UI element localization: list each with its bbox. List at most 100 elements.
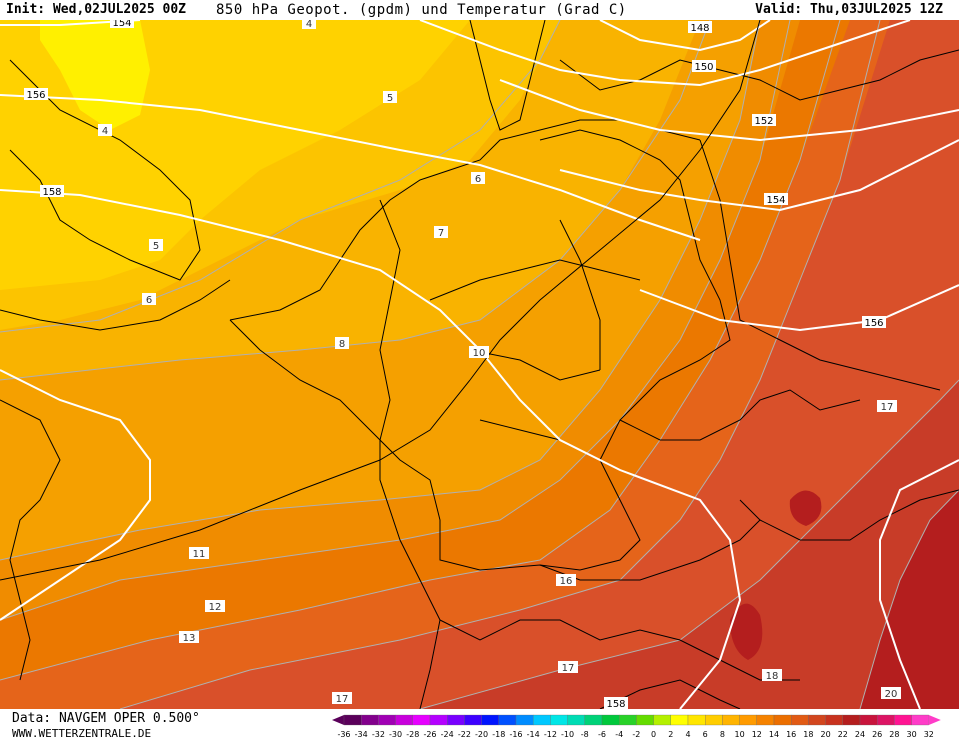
temp-label-text: 6	[475, 174, 481, 185]
temp-label: 20	[881, 687, 901, 700]
isohypse-156-east	[639, 284, 959, 332]
legend-tick-labels: -36 -34 -32 -30 -28 -26 -24 -22 -20 -18 -16 -14 -12-…	[337, 730, 933, 739]
geopot-label-text: 154	[766, 195, 785, 206]
geopot-label-text: 158	[606, 699, 625, 709]
legend-swatch	[498, 714, 517, 726]
temp-label-text: 8	[339, 339, 345, 350]
geopot-label-text: 156	[864, 318, 883, 329]
isotherm-line	[859, 489, 959, 709]
geopot-label: 158	[40, 185, 64, 198]
border-alps	[439, 619, 800, 681]
coastline-continent	[229, 119, 701, 321]
legend-tick-label: -8	[581, 730, 589, 739]
isotherm-line	[0, 20, 561, 333]
legend-tick-label: 28	[889, 730, 899, 739]
temp-label-text: 4	[306, 20, 312, 30]
legend-swatch	[533, 714, 551, 726]
isohypse-148	[599, 20, 771, 52]
temp-label: 17	[332, 692, 352, 705]
legend-swatch	[739, 714, 757, 726]
coastline-baltic	[559, 49, 959, 101]
isoline-10	[0, 20, 761, 581]
legend-swatch	[756, 714, 775, 726]
temp-label-text: 17	[336, 694, 349, 705]
geopot-label: 148	[688, 21, 712, 34]
legend-arrow-right	[928, 715, 941, 725]
legend-tick-label: 22	[838, 730, 848, 739]
legend-tick-label: -10	[561, 730, 574, 739]
temp-label: 6	[142, 293, 156, 306]
chart-title: 850 hPa Geopot. (gpdm) und Temperatur (G…	[216, 2, 627, 18]
legend-tick-label: -22	[458, 730, 471, 739]
isohypse-158-west	[0, 369, 151, 621]
legend-tick-label: 6	[703, 730, 708, 739]
temp-band-16	[860, 490, 959, 709]
legend-swatch	[395, 714, 413, 726]
legend-swatch	[481, 714, 499, 726]
border-czech	[619, 389, 861, 441]
legend-tick-label: -34	[355, 730, 368, 739]
isotherm-line	[119, 20, 881, 709]
legend-tick-label: 14	[769, 730, 779, 739]
temp-label: 7	[434, 226, 448, 239]
contour-labels: 154 156 158 148 150 152	[24, 20, 901, 709]
temp-label-text: 16	[560, 576, 573, 587]
legend-tick-label: -30	[389, 730, 402, 739]
temp-label: 4	[302, 20, 316, 30]
geopot-label-text: 154	[112, 20, 131, 29]
temp-label-text: 4	[102, 126, 108, 137]
isohypse-154-east	[559, 139, 959, 212]
coastline-britain	[9, 59, 201, 281]
legend-tick-label: 12	[752, 730, 762, 739]
coastline-france-west	[0, 399, 61, 681]
legend-swatch	[515, 714, 534, 726]
geopot-label-text: 148	[690, 23, 709, 34]
legend-swatch	[687, 714, 706, 726]
init-time-label: Init: Wed,02JUL2025 00Z	[6, 2, 187, 17]
legend-swatch	[808, 714, 826, 726]
temp-label: 4	[98, 124, 112, 137]
isohypse-150	[419, 20, 911, 87]
geopot-label: 154	[764, 193, 788, 206]
temp-label-text: 20	[885, 689, 898, 700]
isohypse-158-east	[879, 459, 959, 709]
legend-swatch	[550, 714, 568, 726]
temp-label: 11	[189, 547, 209, 560]
legend-swatch	[791, 714, 809, 726]
temp-label: 5	[383, 91, 397, 104]
border-states	[429, 219, 641, 441]
temp-label-text: 13	[183, 633, 196, 644]
website-label: WWW.WETTERZENTRALE.DE	[12, 727, 152, 740]
temp-label-text: 5	[153, 241, 159, 252]
black-isolines	[0, 20, 761, 581]
legend-swatch	[412, 714, 431, 726]
legend-swatch	[825, 714, 843, 726]
geopot-label: 156	[24, 88, 48, 101]
data-source-label: Data: NAVGEM OPER 0.500°	[12, 711, 200, 726]
legend-swatch	[464, 714, 482, 726]
temp-band-12	[120, 20, 959, 709]
temp-label: 12	[205, 600, 225, 613]
chart-header: Init: Wed,02JUL2025 00Z 850 hPa Geopot. …	[0, 0, 959, 20]
legend-tick-label: -36	[337, 730, 350, 739]
legend-tick-label: 8	[720, 730, 725, 739]
legend-tick-label: 2	[668, 730, 673, 739]
legend-swatch	[361, 714, 379, 726]
color-scale-legend: -36 -34 -32 -30 -28 -26 -24 -22 -20 -18 -16 -14 -12-…	[332, 714, 941, 739]
temp-blob-east	[789, 490, 822, 526]
legend-swatch	[894, 714, 912, 726]
legend-swatch	[842, 714, 861, 726]
legend-tick-label: -26	[423, 730, 436, 739]
isotherm-line	[419, 379, 959, 709]
geopot-label: 154	[110, 20, 134, 29]
legend-swatch	[722, 714, 740, 726]
temp-label: 13	[179, 631, 199, 644]
temp-label-text: 17	[881, 402, 894, 413]
temp-band-14	[420, 80, 959, 709]
border-hungary	[759, 489, 959, 541]
legend-swatch	[773, 714, 792, 726]
temp-label-text: 6	[146, 295, 152, 306]
legend-tick-label: -4	[615, 730, 623, 739]
border-poland	[699, 139, 941, 391]
geopot-label: 158	[604, 697, 628, 709]
